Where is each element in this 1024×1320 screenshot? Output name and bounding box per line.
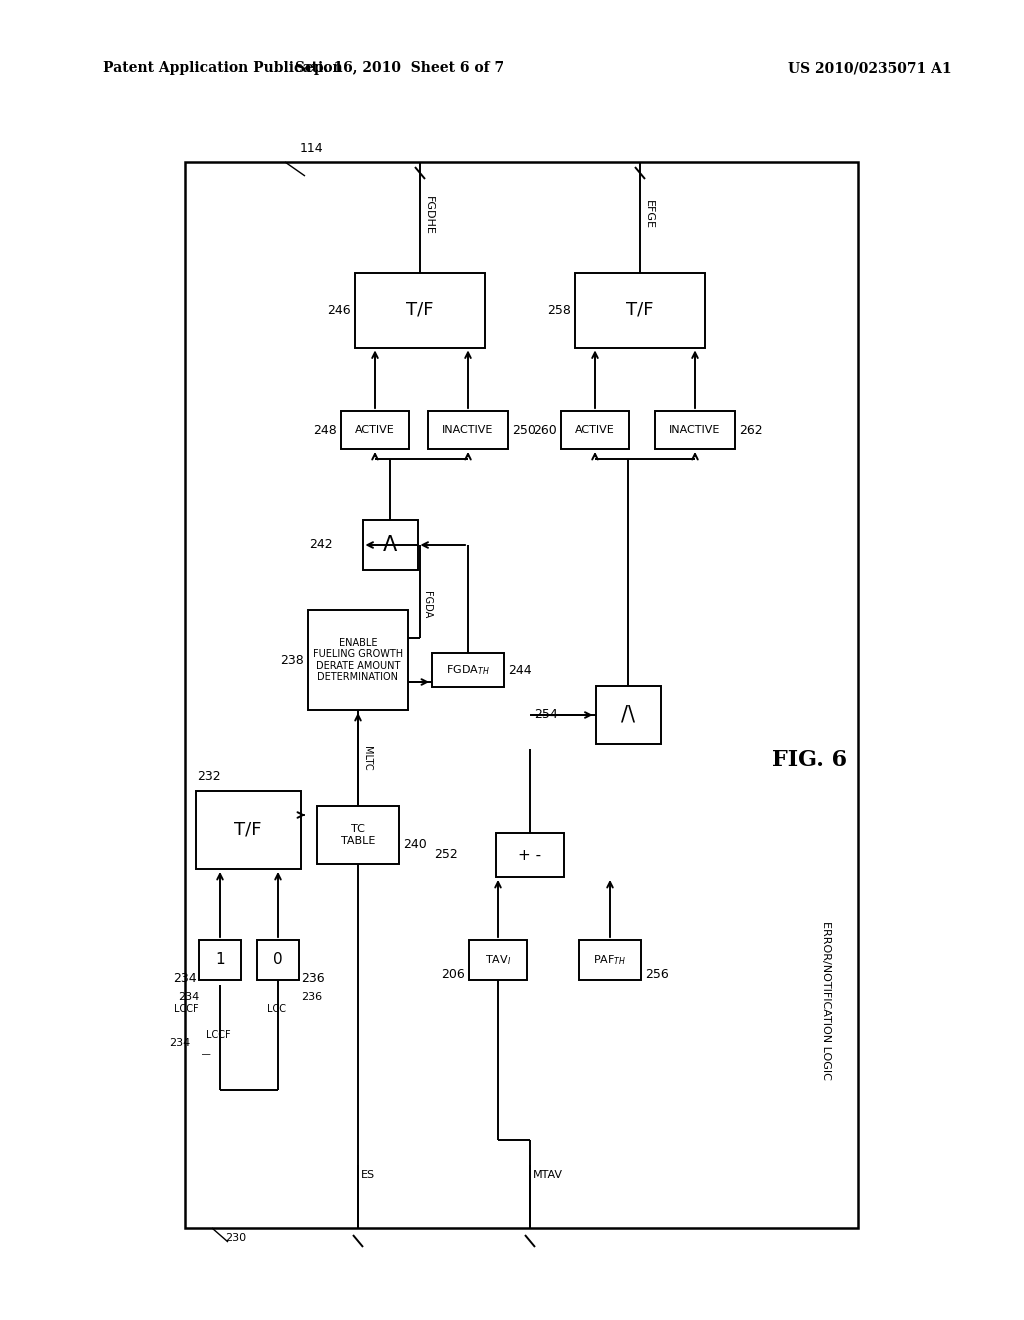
Text: 114: 114 <box>300 143 324 154</box>
Text: FGDA$_{TH}$: FGDA$_{TH}$ <box>446 663 489 677</box>
Text: LCCF: LCCF <box>174 1005 199 1014</box>
Text: LCCF: LCCF <box>206 1030 230 1040</box>
Text: ―: ― <box>202 1051 210 1060</box>
Bar <box>496 833 564 876</box>
Bar <box>469 940 527 979</box>
Text: ACTIVE: ACTIVE <box>355 425 395 436</box>
Text: ACTIVE: ACTIVE <box>575 425 614 436</box>
Bar <box>196 791 300 869</box>
Text: INACTIVE: INACTIVE <box>670 425 721 436</box>
Text: PAF$_{TH}$: PAF$_{TH}$ <box>593 953 627 966</box>
Text: 234: 234 <box>178 993 199 1002</box>
Text: ENABLE
FUELING GROWTH
DERATE AMOUNT
DETERMINATION: ENABLE FUELING GROWTH DERATE AMOUNT DETE… <box>313 638 403 682</box>
Bar <box>308 610 408 710</box>
Bar <box>257 940 299 979</box>
Text: 262: 262 <box>739 424 763 437</box>
Text: 244: 244 <box>508 664 531 676</box>
Text: Patent Application Publication: Patent Application Publication <box>103 61 343 75</box>
Text: FIG. 6: FIG. 6 <box>772 748 848 771</box>
Text: LCC: LCC <box>266 1005 286 1014</box>
Text: 234: 234 <box>173 972 197 985</box>
Text: + -: + - <box>518 847 542 862</box>
Bar <box>596 686 660 744</box>
Text: 236: 236 <box>301 972 325 985</box>
Text: T/F: T/F <box>407 301 434 319</box>
Text: ES: ES <box>361 1170 375 1180</box>
Bar <box>341 411 409 449</box>
Text: 240: 240 <box>403 838 427 851</box>
Text: EFGE: EFGE <box>644 201 654 230</box>
Text: 0: 0 <box>273 953 283 968</box>
Bar <box>561 411 629 449</box>
Text: /\: /\ <box>621 705 635 725</box>
Text: T/F: T/F <box>234 821 262 840</box>
Text: MLTC: MLTC <box>362 746 372 771</box>
Bar <box>355 272 485 347</box>
Text: 254: 254 <box>534 709 557 722</box>
Bar <box>317 807 399 865</box>
Text: 230: 230 <box>225 1233 246 1243</box>
Text: Λ: Λ <box>383 535 397 554</box>
Text: US 2010/0235071 A1: US 2010/0235071 A1 <box>788 61 952 75</box>
Text: 242: 242 <box>309 539 333 552</box>
Text: 232: 232 <box>198 770 221 783</box>
Text: 260: 260 <box>534 424 557 437</box>
Text: 234: 234 <box>169 1038 190 1048</box>
Text: 246: 246 <box>328 304 351 317</box>
Text: 1: 1 <box>215 953 225 968</box>
Bar <box>579 940 641 979</box>
Bar <box>432 653 504 686</box>
Text: 236: 236 <box>301 993 323 1002</box>
Text: 250: 250 <box>512 424 536 437</box>
Text: 256: 256 <box>645 969 669 982</box>
Text: 248: 248 <box>313 424 337 437</box>
Text: FGDHE: FGDHE <box>424 195 434 235</box>
Text: 252: 252 <box>434 849 458 862</box>
Bar <box>185 162 858 1228</box>
Text: 258: 258 <box>547 304 571 317</box>
Text: TC
TABLE: TC TABLE <box>341 824 375 846</box>
Bar <box>575 272 705 347</box>
Text: TAV$_I$: TAV$_I$ <box>485 953 511 966</box>
Text: FGDA: FGDA <box>422 591 432 619</box>
Text: INACTIVE: INACTIVE <box>442 425 494 436</box>
Bar <box>362 520 418 570</box>
Bar <box>199 940 241 979</box>
Text: 206: 206 <box>441 969 465 982</box>
Text: T/F: T/F <box>627 301 653 319</box>
Text: ERROR/NOTIFICATION LOGIC: ERROR/NOTIFICATION LOGIC <box>821 920 831 1080</box>
Text: MTAV: MTAV <box>534 1170 563 1180</box>
Bar <box>428 411 508 449</box>
Text: Sep. 16, 2010  Sheet 6 of 7: Sep. 16, 2010 Sheet 6 of 7 <box>296 61 505 75</box>
Text: 238: 238 <box>281 653 304 667</box>
Bar <box>655 411 735 449</box>
